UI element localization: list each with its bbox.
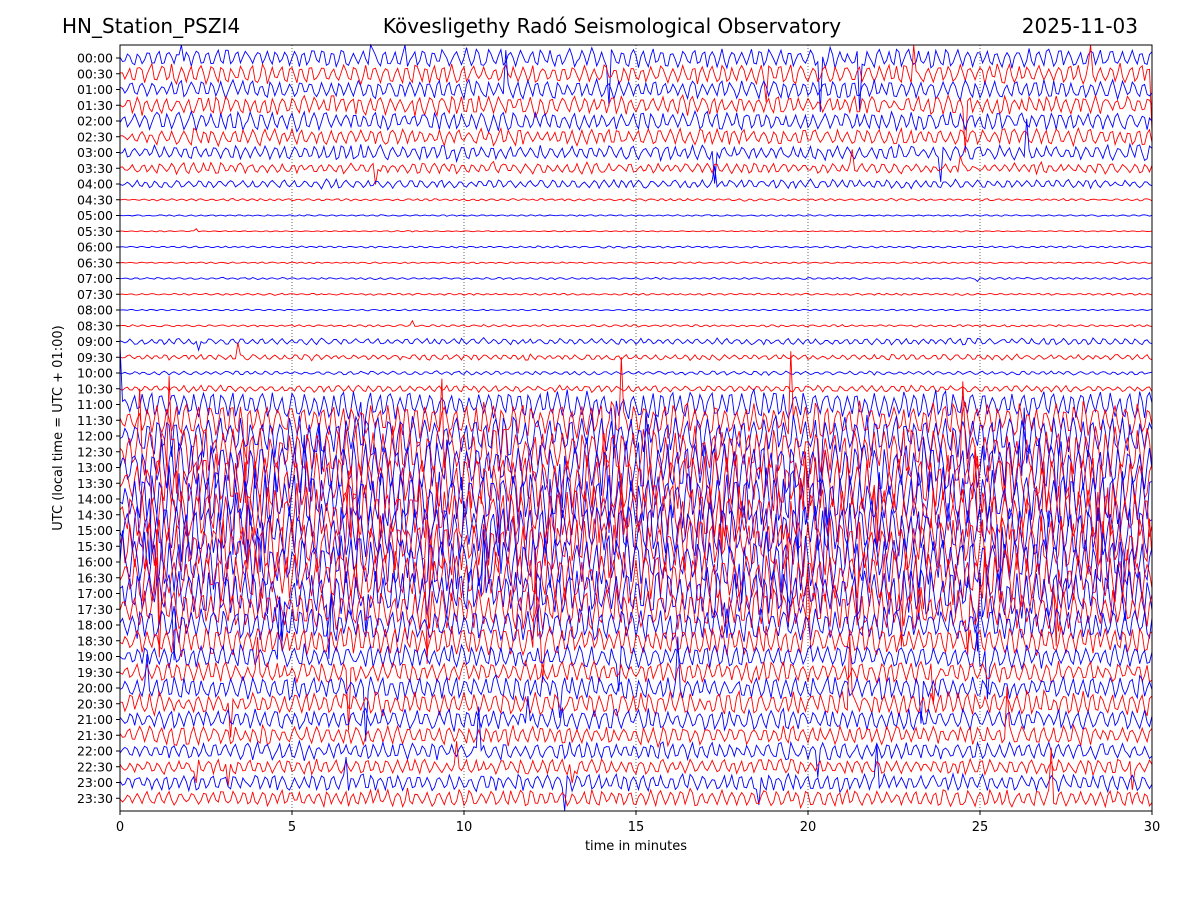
station-name: HN_Station_PSZI4 (62, 14, 241, 38)
y-tick-label: 21:00 (77, 712, 113, 727)
y-tick-label: 01:00 (77, 82, 113, 97)
x-tick-label: 5 (288, 820, 296, 835)
y-tick-label: 12:00 (77, 429, 113, 444)
y-tick-label: 04:00 (77, 177, 113, 192)
y-tick-label: 05:00 (77, 208, 113, 223)
y-tick-label: 14:30 (77, 507, 113, 522)
x-tick-label: 10 (456, 820, 473, 835)
trace-1500 (119, 494, 1153, 604)
y-tick-label: 23:30 (77, 791, 113, 806)
y-tick-label: 16:00 (77, 555, 113, 570)
trace-1730 (119, 529, 1153, 655)
y-tick-label: 23:00 (77, 775, 113, 790)
x-tick-label: 30 (1144, 820, 1161, 835)
y-tick-label: 15:30 (77, 539, 113, 554)
y-axis-label: UTC (local time = UTC + 01:00) (51, 325, 66, 530)
y-tick-label: 17:30 (77, 602, 113, 617)
y-tick-label: 09:30 (77, 350, 113, 365)
y-tick-label: 17:00 (77, 586, 113, 601)
trace-2200 (119, 706, 1153, 778)
x-tick-label: 25 (972, 820, 989, 835)
trace-0700 (119, 276, 1153, 283)
y-axis: 00:0000:3001:0001:3002:0002:3003:0003:30… (77, 51, 120, 806)
trace-1700 (119, 529, 1153, 661)
y-tick-label: 12:30 (77, 444, 113, 459)
y-tick-label: 18:30 (77, 633, 113, 648)
y-tick-label: 07:30 (77, 287, 113, 302)
record-date: 2025-11-03 (1021, 14, 1138, 38)
y-tick-label: 04:30 (77, 192, 113, 207)
y-tick-label: 19:00 (77, 649, 113, 664)
y-tick-label: 14:00 (77, 492, 113, 507)
y-tick-label: 20:30 (77, 696, 113, 711)
y-tick-label: 02:00 (77, 114, 113, 129)
y-tick-label: 10:00 (77, 366, 113, 381)
x-axis-label: time in minutes (585, 839, 687, 854)
y-tick-label: 03:30 (77, 161, 113, 176)
y-tick-label: 09:00 (77, 334, 113, 349)
y-tick-label: 03:00 (77, 145, 113, 160)
y-tick-label: 06:00 (77, 240, 113, 255)
y-tick-label: 22:30 (77, 759, 113, 774)
y-tick-label: 20:00 (77, 681, 113, 696)
y-tick-label: 08:00 (77, 303, 113, 318)
trace-0930 (119, 342, 1153, 362)
x-tick-label: 0 (116, 820, 124, 835)
trace-0030 (119, 44, 1153, 133)
trace-0000 (119, 43, 1153, 112)
y-tick-label: 00:30 (77, 66, 113, 81)
trace-1000 (120, 370, 1153, 376)
y-tick-label: 00:00 (77, 51, 113, 66)
trace-0430 (119, 198, 1153, 202)
trace-0230 (119, 126, 1153, 148)
y-tick-label: 19:30 (77, 665, 113, 680)
y-tick-label: 15:00 (77, 523, 113, 538)
y-tick-label: 11:00 (77, 397, 113, 412)
y-tick-label: 01:30 (77, 98, 113, 113)
y-tick-label: 02:30 (77, 129, 113, 144)
x-tick-label: 20 (800, 820, 817, 835)
observatory-title: Kövesligethy Radó Seismological Observat… (382, 14, 842, 38)
x-axis: 0 5 10 15 20 25 30 (116, 811, 1160, 835)
y-tick-label: 16:30 (77, 570, 113, 585)
y-tick-label: 18:00 (77, 618, 113, 633)
trace-1030 (119, 384, 1153, 394)
y-tick-label: 10:30 (77, 381, 113, 396)
y-tick-label: 13:30 (77, 476, 113, 491)
y-tick-label: 22:00 (77, 744, 113, 759)
y-tick-label: 05:30 (77, 224, 113, 239)
y-tick-label: 21:30 (77, 728, 113, 743)
trace-0630 (119, 261, 1153, 265)
x-tick-label: 15 (628, 820, 645, 835)
y-tick-label: 07:00 (77, 271, 113, 286)
y-tick-label: 06:30 (77, 255, 113, 270)
y-tick-label: 08:30 (77, 318, 113, 333)
y-tick-label: 11:30 (77, 413, 113, 428)
y-tick-label: 13:00 (77, 460, 113, 475)
